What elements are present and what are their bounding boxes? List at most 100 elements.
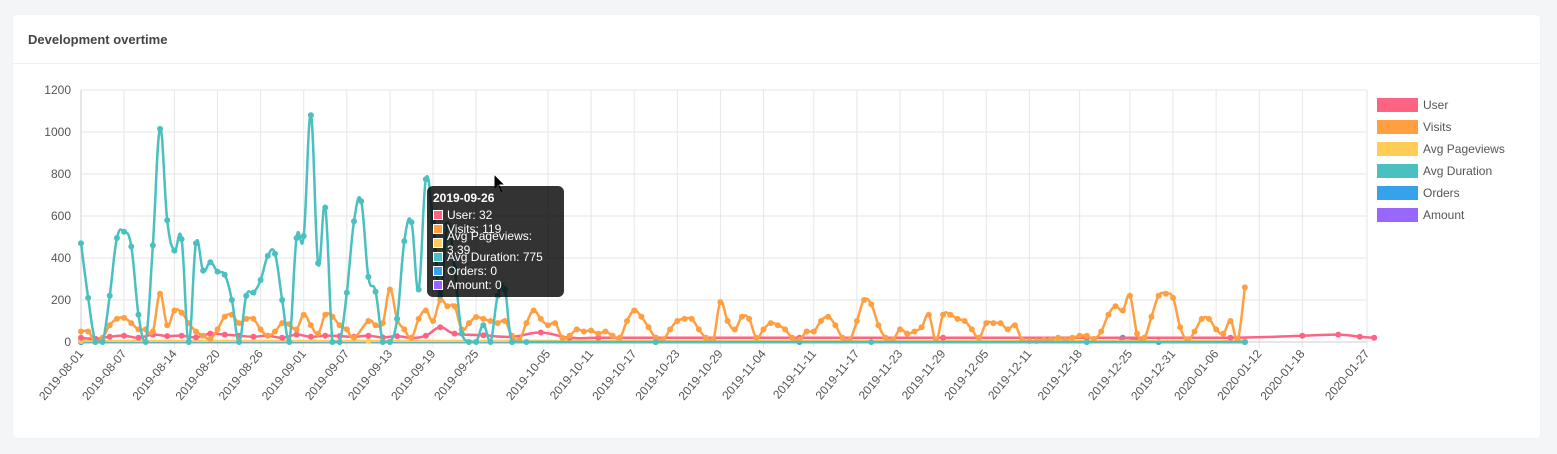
series-line-avg-duration [79, 113, 1245, 344]
data-point-user [1356, 333, 1363, 340]
data-point-avg-duration [243, 292, 250, 299]
data-point-visits [990, 320, 997, 327]
data-point-visits [501, 318, 508, 324]
data-point-visits [336, 322, 343, 329]
data-point-visits [681, 315, 688, 322]
data-point-avg-duration [236, 339, 243, 345]
data-point-avg-duration [92, 339, 99, 345]
data-point-visits [386, 286, 393, 293]
data-point-avg-duration [372, 288, 379, 295]
data-point-visits [544, 322, 551, 329]
legend-label: Orders [1423, 186, 1460, 200]
data-point-visits [810, 328, 817, 335]
data-point-avg-duration [113, 235, 120, 242]
y-tick-label: 1000 [44, 125, 71, 139]
data-point-avg-duration [221, 271, 228, 278]
data-point-visits [724, 318, 731, 324]
legend-label: Avg Pageviews [1423, 142, 1505, 156]
data-point-visits [609, 332, 616, 339]
data-point-visits [595, 330, 602, 337]
data-point-avg-duration [523, 339, 530, 345]
data-point-visits [444, 303, 451, 310]
data-point-visits [1177, 324, 1184, 331]
data-point-visits [638, 313, 645, 320]
data-point-visits [566, 332, 573, 339]
data-point-user [322, 332, 329, 339]
data-point-visits [875, 322, 882, 329]
tooltip-row-text: Avg Duration: 775 [447, 250, 543, 264]
data-point-visits [200, 332, 207, 339]
data-point-avg-duration [465, 339, 472, 345]
data-point-visits [767, 320, 774, 327]
data-point-avg-duration [185, 339, 192, 345]
x-tick-label: 2019-10-05 [503, 347, 553, 403]
data-point-visits [1011, 322, 1018, 329]
tooltip-swatch [433, 252, 443, 262]
data-point-visits [401, 326, 408, 333]
data-point-visits [537, 315, 544, 322]
data-point-avg-duration [422, 176, 429, 183]
y-tick-label: 0 [64, 335, 71, 349]
data-point-visits [616, 334, 623, 341]
data-point-avg-duration [157, 125, 164, 132]
data-point-visits [451, 303, 458, 310]
data-point-visits [976, 334, 983, 341]
data-point-visits [1126, 292, 1133, 299]
data-point-visits [947, 311, 954, 318]
data-point-avg-duration [279, 297, 286, 303]
data-point-avg-duration [264, 252, 271, 259]
data-point-visits [753, 334, 760, 341]
data-point-avg-duration [394, 315, 401, 322]
data-point-avg-duration [149, 242, 156, 249]
legend-swatch [1377, 208, 1418, 222]
data-point-avg-duration [250, 289, 257, 296]
data-point-avg-duration [329, 339, 336, 345]
data-point-visits [1004, 326, 1011, 333]
data-point-visits [573, 326, 580, 333]
data-point-avg-duration [509, 339, 516, 345]
legend-swatch [1377, 142, 1418, 156]
data-point-visits [983, 320, 990, 327]
data-point-visits [343, 326, 350, 333]
data-point-visits [1198, 315, 1205, 322]
data-point-user [192, 334, 199, 341]
data-point-visits [487, 318, 494, 324]
data-point-avg-duration [200, 267, 207, 274]
data-point-avg-duration [228, 297, 235, 303]
data-point-user [1299, 332, 1306, 339]
data-point-visits [552, 320, 559, 327]
data-point-avg-duration [192, 240, 199, 247]
data-point-avg-duration [106, 292, 113, 299]
x-tick-label: 2020-01-18 [1257, 347, 1307, 403]
data-point-visits [1162, 290, 1169, 297]
data-point-visits [415, 315, 422, 322]
data-point-user [451, 330, 458, 337]
data-point-visits [1205, 315, 1212, 322]
data-point-visits [731, 326, 738, 333]
data-point-visits [738, 313, 745, 320]
data-point-user [1371, 334, 1378, 341]
data-point-visits [271, 328, 278, 335]
data-point-avg-duration [85, 294, 92, 301]
y-tick-label: 800 [51, 167, 71, 181]
data-point-visits [559, 334, 566, 341]
data-point-visits [207, 335, 214, 342]
data-point-visits [1220, 330, 1227, 337]
legend-label: Amount [1423, 208, 1465, 222]
data-point-visits [968, 326, 975, 333]
data-point-user [207, 330, 214, 337]
data-point-visits [1191, 328, 1198, 335]
x-tick-label: 2019-10-29 [676, 347, 726, 403]
data-point-visits [652, 334, 659, 341]
data-point-visits [695, 326, 702, 333]
tooltip-row: Avg Duration: 775 [433, 250, 558, 264]
data-point-visits [868, 301, 875, 308]
x-tick-label: 2019-08-07 [79, 347, 129, 403]
data-point-avg-duration [164, 217, 171, 224]
data-point-visits [157, 290, 164, 297]
data-point-visits [940, 311, 947, 318]
data-point-user [1335, 331, 1342, 338]
data-point-user [135, 334, 142, 341]
tooltip-row: Orders: 0 [433, 264, 558, 278]
